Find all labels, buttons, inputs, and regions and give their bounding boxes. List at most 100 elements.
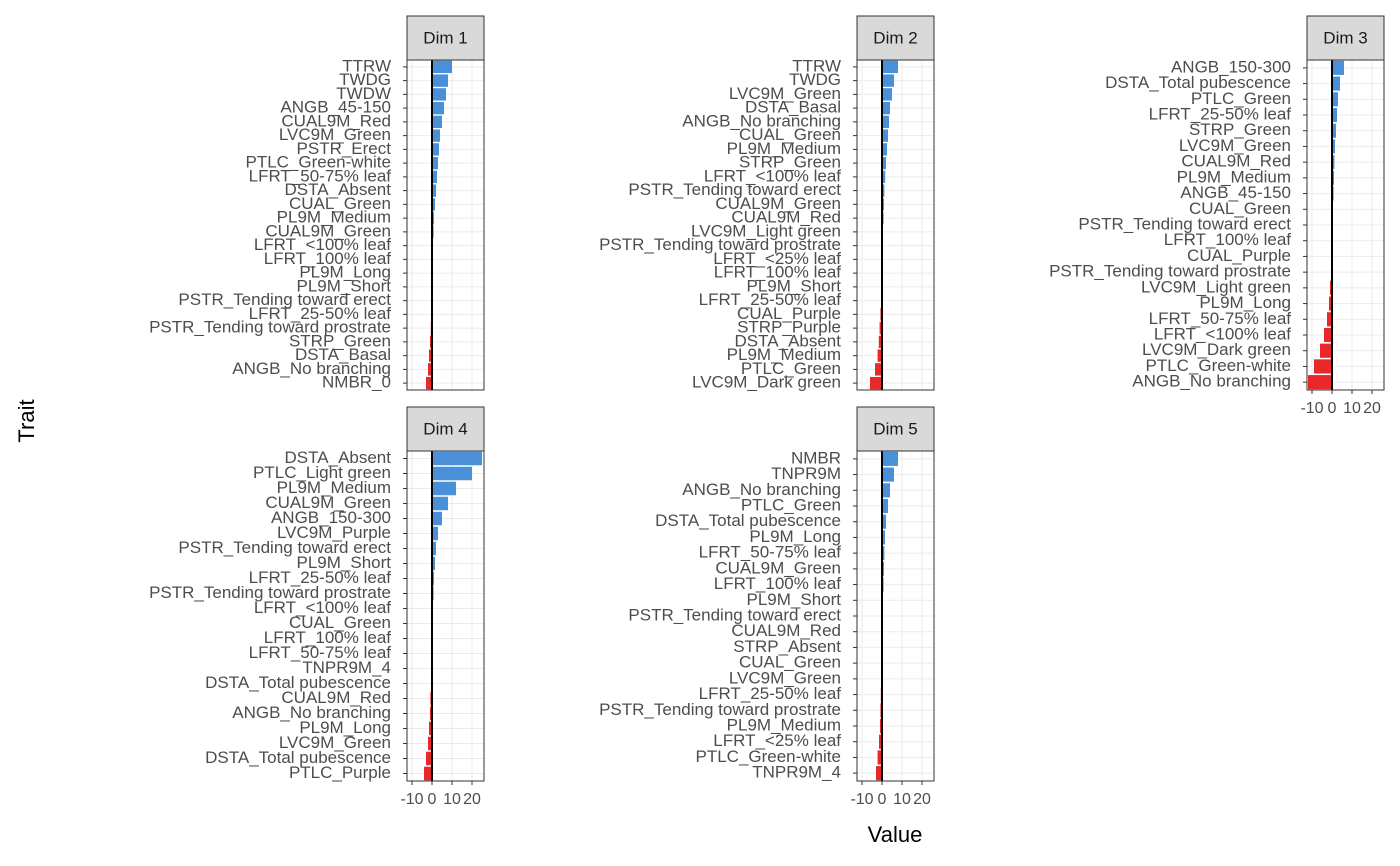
bar [882, 498, 888, 514]
y-tick-label: LFRT_100% leaf [264, 628, 392, 647]
bar [429, 721, 432, 736]
bar [432, 556, 435, 571]
y-tick-label: LVC9M_Dark green [692, 373, 841, 392]
y-tick-label: PSTR_Tending toward erect [628, 605, 841, 624]
y-tick-label: CUAL9M_Green [715, 194, 841, 213]
y-tick-label: CUAL_Purple [737, 304, 841, 323]
x-tick-label: 20 [463, 791, 481, 808]
y-tick-label: STRP_Green [289, 331, 391, 350]
bar [432, 511, 442, 526]
y-tick-label: LVC9M_Green [279, 733, 391, 752]
bar [432, 129, 440, 142]
y-tick-label: CUAL_Green [1189, 199, 1291, 218]
bar [870, 376, 882, 390]
panel-border [856, 59, 935, 391]
x-axis-title: Value [868, 822, 923, 847]
y-tick-label: NMBR [791, 448, 841, 467]
y-tick-label: PSTR_Tending toward prostrate [1049, 262, 1291, 281]
bar [882, 74, 894, 87]
x-tick-label: 10 [443, 791, 461, 808]
strip [406, 406, 485, 452]
y-tick-label: LFRT_<100% leaf [1154, 324, 1291, 343]
y-tick-label: LVC9M_Purple [277, 523, 391, 542]
y-tick-label: PL9M_Medium [727, 715, 841, 734]
bar [432, 496, 448, 511]
bar [1329, 296, 1332, 311]
y-tick-label: PL9M_Short [747, 276, 842, 295]
strip [856, 406, 935, 452]
y-tick-label: DSTA_Total pubescence [655, 511, 841, 530]
y-tick-label: PSTR_Tending toward prostrate [599, 235, 841, 254]
bar [424, 766, 432, 781]
y-tick-label: DSTA_Total pubescence [205, 748, 391, 767]
bar [432, 156, 438, 170]
bar [432, 541, 436, 556]
bar [432, 115, 442, 129]
y-tick-label: LVC9M_Light green [1141, 277, 1291, 296]
y-tick-label: LVC9M_Dark green [1142, 340, 1291, 359]
y-tick-label: LFRT_100% leaf [714, 263, 842, 282]
bar [1327, 312, 1332, 327]
bar [879, 734, 882, 749]
y-tick-label: LFRT_100% leaf [714, 574, 842, 593]
y-tick-label: ANGB_150-300 [1171, 57, 1291, 76]
y-tick-label: LFRT_50-75% leaf [1149, 309, 1292, 328]
y-tick-label: LFRT_25-50% leaf [699, 684, 842, 703]
strip [406, 15, 485, 61]
panel-border [406, 450, 485, 782]
bar [432, 143, 439, 156]
bar [1332, 155, 1335, 170]
y-tick-label: CUAL9M_Green [715, 558, 841, 577]
bar [432, 184, 436, 197]
y-tick-label: TNPR9M_4 [752, 763, 841, 782]
panel [857, 60, 934, 390]
bar [882, 514, 886, 529]
y-tick-label: CUAL_Green [289, 613, 391, 632]
y-tick-label: PTLC_Green [1191, 89, 1291, 108]
bar [877, 349, 882, 362]
bar [432, 451, 482, 466]
bar [882, 530, 885, 545]
y-tick-label: PL9M_Medium [277, 478, 391, 497]
bar [1332, 60, 1344, 75]
y-tick-label: DSTA_Total pubescence [205, 673, 391, 692]
y-tick-label: TWDG [789, 70, 841, 89]
y-tick-label: CUAL_Green [739, 653, 841, 672]
bar [1324, 327, 1332, 343]
panel [407, 60, 484, 390]
bar [1320, 343, 1332, 358]
y-tick-label: STRP_Green [739, 153, 841, 172]
y-tick-label: PL9M_Medium [1177, 167, 1291, 186]
y-tick-label: TNPR9M_4 [302, 658, 391, 677]
bar [432, 101, 444, 115]
y-tick-label: PL9M_Long [749, 527, 841, 546]
strip-label: Dim 4 [423, 419, 467, 438]
y-tick-label: PSTR_Tending toward prostrate [599, 700, 841, 719]
bar [882, 483, 890, 498]
y-tick-label: LFRT_25-50% leaf [249, 568, 392, 587]
y-tick-label: CUAL_Green [739, 125, 841, 144]
bar [1332, 139, 1335, 154]
y-tick-label: PTLC_Green [741, 359, 841, 378]
x-tick-label: 10 [1343, 400, 1361, 417]
y-tick-label: PSTR_Tending toward prostrate [149, 583, 391, 602]
y-tick-label: PTLC_Light green [253, 463, 391, 482]
y-tick-label: LVC9M_Green [1179, 136, 1291, 155]
y-tick-label: LVC9M_Green [729, 668, 841, 687]
y-tick-label: PL9M_Short [747, 590, 842, 609]
bar [429, 349, 432, 362]
panel-border [856, 450, 935, 782]
y-tick-label: PL9M_Medium [727, 345, 841, 364]
bar [878, 335, 882, 349]
y-tick-label: LFRT_50-75% leaf [699, 543, 842, 562]
panel-border [406, 59, 485, 391]
y-tick-label: DSTA_Absent [285, 180, 392, 199]
bar [882, 451, 898, 466]
y-tick-label: LFRT_25-50% leaf [699, 290, 842, 309]
bar [432, 466, 472, 481]
y-tick-label: DSTA_Absent [735, 331, 842, 350]
bar [432, 60, 452, 74]
y-tick-label: TTRW [792, 56, 841, 75]
bar [882, 156, 886, 170]
y-tick-label: ANGB_No branching [682, 111, 841, 130]
